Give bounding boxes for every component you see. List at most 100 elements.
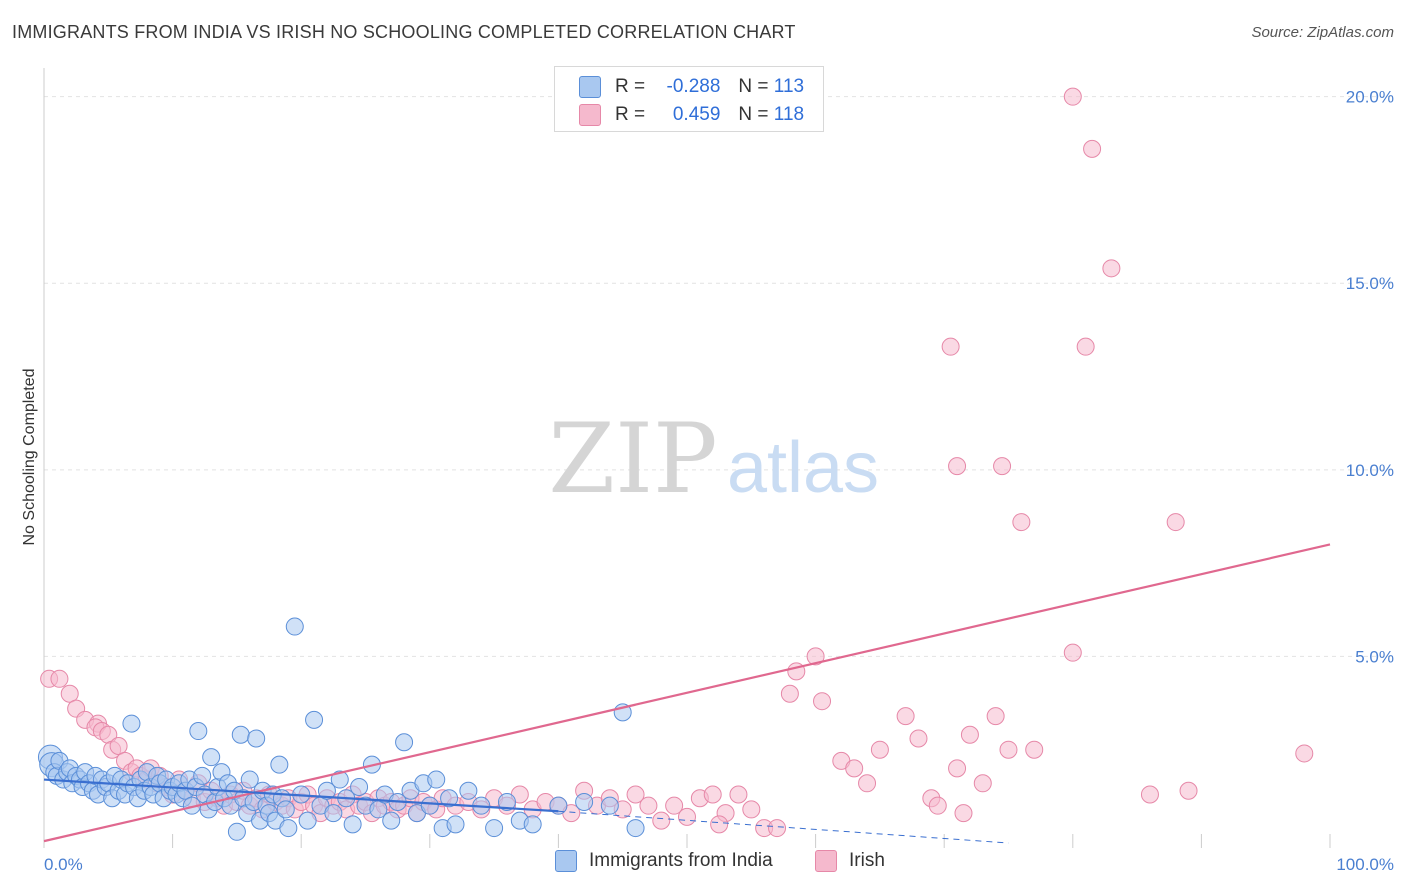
irish-point (710, 815, 729, 834)
r-value-irish: 0.459 (672, 104, 721, 125)
legend-item-india[interactable]: Immigrants from India (555, 850, 773, 872)
india-point (227, 822, 246, 841)
irish-point (960, 725, 979, 744)
irish-point (806, 647, 825, 666)
india-point (446, 815, 465, 834)
india-point (459, 781, 478, 800)
india-point (279, 819, 298, 838)
india-point (575, 792, 594, 811)
legend-label-irish: Irish (849, 850, 885, 871)
n-value-india: 113 (773, 76, 805, 97)
source-label: Source: ZipAtlas.com (1251, 24, 1394, 41)
irish-point (909, 729, 928, 748)
irish-point (703, 785, 722, 804)
india-point (202, 748, 221, 767)
irish-point (1179, 781, 1198, 800)
india-point (276, 800, 295, 819)
irish-point (1166, 513, 1185, 532)
irish-point (896, 707, 915, 726)
india-swatch-icon (579, 76, 601, 98)
watermark-zip: ZIP (548, 403, 717, 515)
india-point (317, 781, 336, 800)
series-legend: Immigrants from India Irish (0, 850, 1406, 878)
irish-point (780, 684, 799, 703)
irish-point (729, 785, 748, 804)
y-axis-label: No Schooling Completed (21, 369, 38, 546)
irish-swatch-icon (579, 104, 601, 126)
irish-point (665, 796, 684, 815)
irish-point (948, 457, 967, 476)
india-point (305, 710, 324, 729)
irish-point (845, 759, 864, 778)
legend-row-india: R = -0.288 N = 113 (555, 73, 804, 101)
india-point (350, 778, 369, 797)
irish-point (678, 807, 696, 826)
chart-title: IMMIGRANTS FROM INDIA VS IRISH NO SCHOOL… (12, 22, 796, 42)
irish-point (870, 740, 889, 759)
india-point (600, 796, 619, 815)
india-point (330, 770, 349, 789)
irish-point (652, 811, 671, 830)
irish-point (109, 736, 128, 755)
irish-point (1102, 259, 1121, 278)
irish-point (948, 759, 967, 778)
irish-point (1295, 744, 1314, 763)
irish-point (973, 774, 992, 793)
irish-point (1083, 139, 1102, 158)
trend-lines (43, 543, 1331, 844)
irish-point (993, 457, 1012, 476)
irish-legend-icon (815, 850, 837, 872)
y-tick-label: 20.0% (1346, 88, 1394, 107)
india-point (122, 714, 141, 733)
x-tick-label-min: 0.0% (44, 855, 83, 874)
irish-point (768, 819, 787, 838)
n-value-irish: 118 (773, 104, 805, 125)
india-point (247, 729, 266, 748)
india-point (523, 815, 542, 834)
legend-item-irish[interactable]: Irish (815, 850, 885, 872)
india-point (240, 770, 259, 789)
india-point (343, 815, 362, 834)
india-point (626, 819, 645, 838)
irish-point (999, 740, 1018, 759)
india-trend-line (43, 778, 559, 813)
irish-point (50, 669, 69, 688)
n-label: N = (738, 76, 769, 97)
n-label: N = (738, 104, 769, 125)
correlation-legend: R = -0.288 N = 113 R = 0.459 N = 118 (554, 66, 824, 132)
series-india-points (37, 617, 645, 841)
irish-point (941, 337, 960, 356)
irish-point (928, 796, 947, 815)
y-tick-label: 15.0% (1346, 274, 1394, 293)
irish-point (813, 692, 832, 711)
india-point (420, 796, 439, 815)
india-point (285, 617, 304, 636)
india-point (440, 789, 459, 808)
india-point (298, 811, 317, 830)
legend-label-india: Immigrants from India (589, 850, 773, 871)
x-tick-label-max: 100.0% (1336, 855, 1394, 874)
y-tick-labels: 5.0% 10.0% 15.0% 20.0% (1346, 88, 1394, 667)
irish-point (60, 684, 79, 703)
irish-point (742, 800, 761, 819)
irish-point (1025, 740, 1044, 759)
irish-point (954, 804, 973, 823)
legend-row-irish: R = 0.459 N = 118 (555, 101, 804, 129)
irish-trend-line (43, 543, 1331, 843)
irish-point (1076, 337, 1095, 356)
irish-point (858, 774, 877, 793)
india-point (382, 811, 401, 830)
india-point (427, 770, 446, 789)
r-label: R = (615, 76, 646, 97)
irish-point (626, 785, 645, 804)
india-point (497, 792, 516, 811)
india-point (485, 819, 504, 838)
india-point (324, 804, 343, 823)
irish-point (1063, 87, 1082, 106)
irish-point (1063, 643, 1082, 662)
y-tick-label: 5.0% (1355, 647, 1394, 666)
india-legend-icon (555, 850, 577, 872)
irish-point (1140, 785, 1159, 804)
india-trend-extension (558, 810, 1009, 844)
